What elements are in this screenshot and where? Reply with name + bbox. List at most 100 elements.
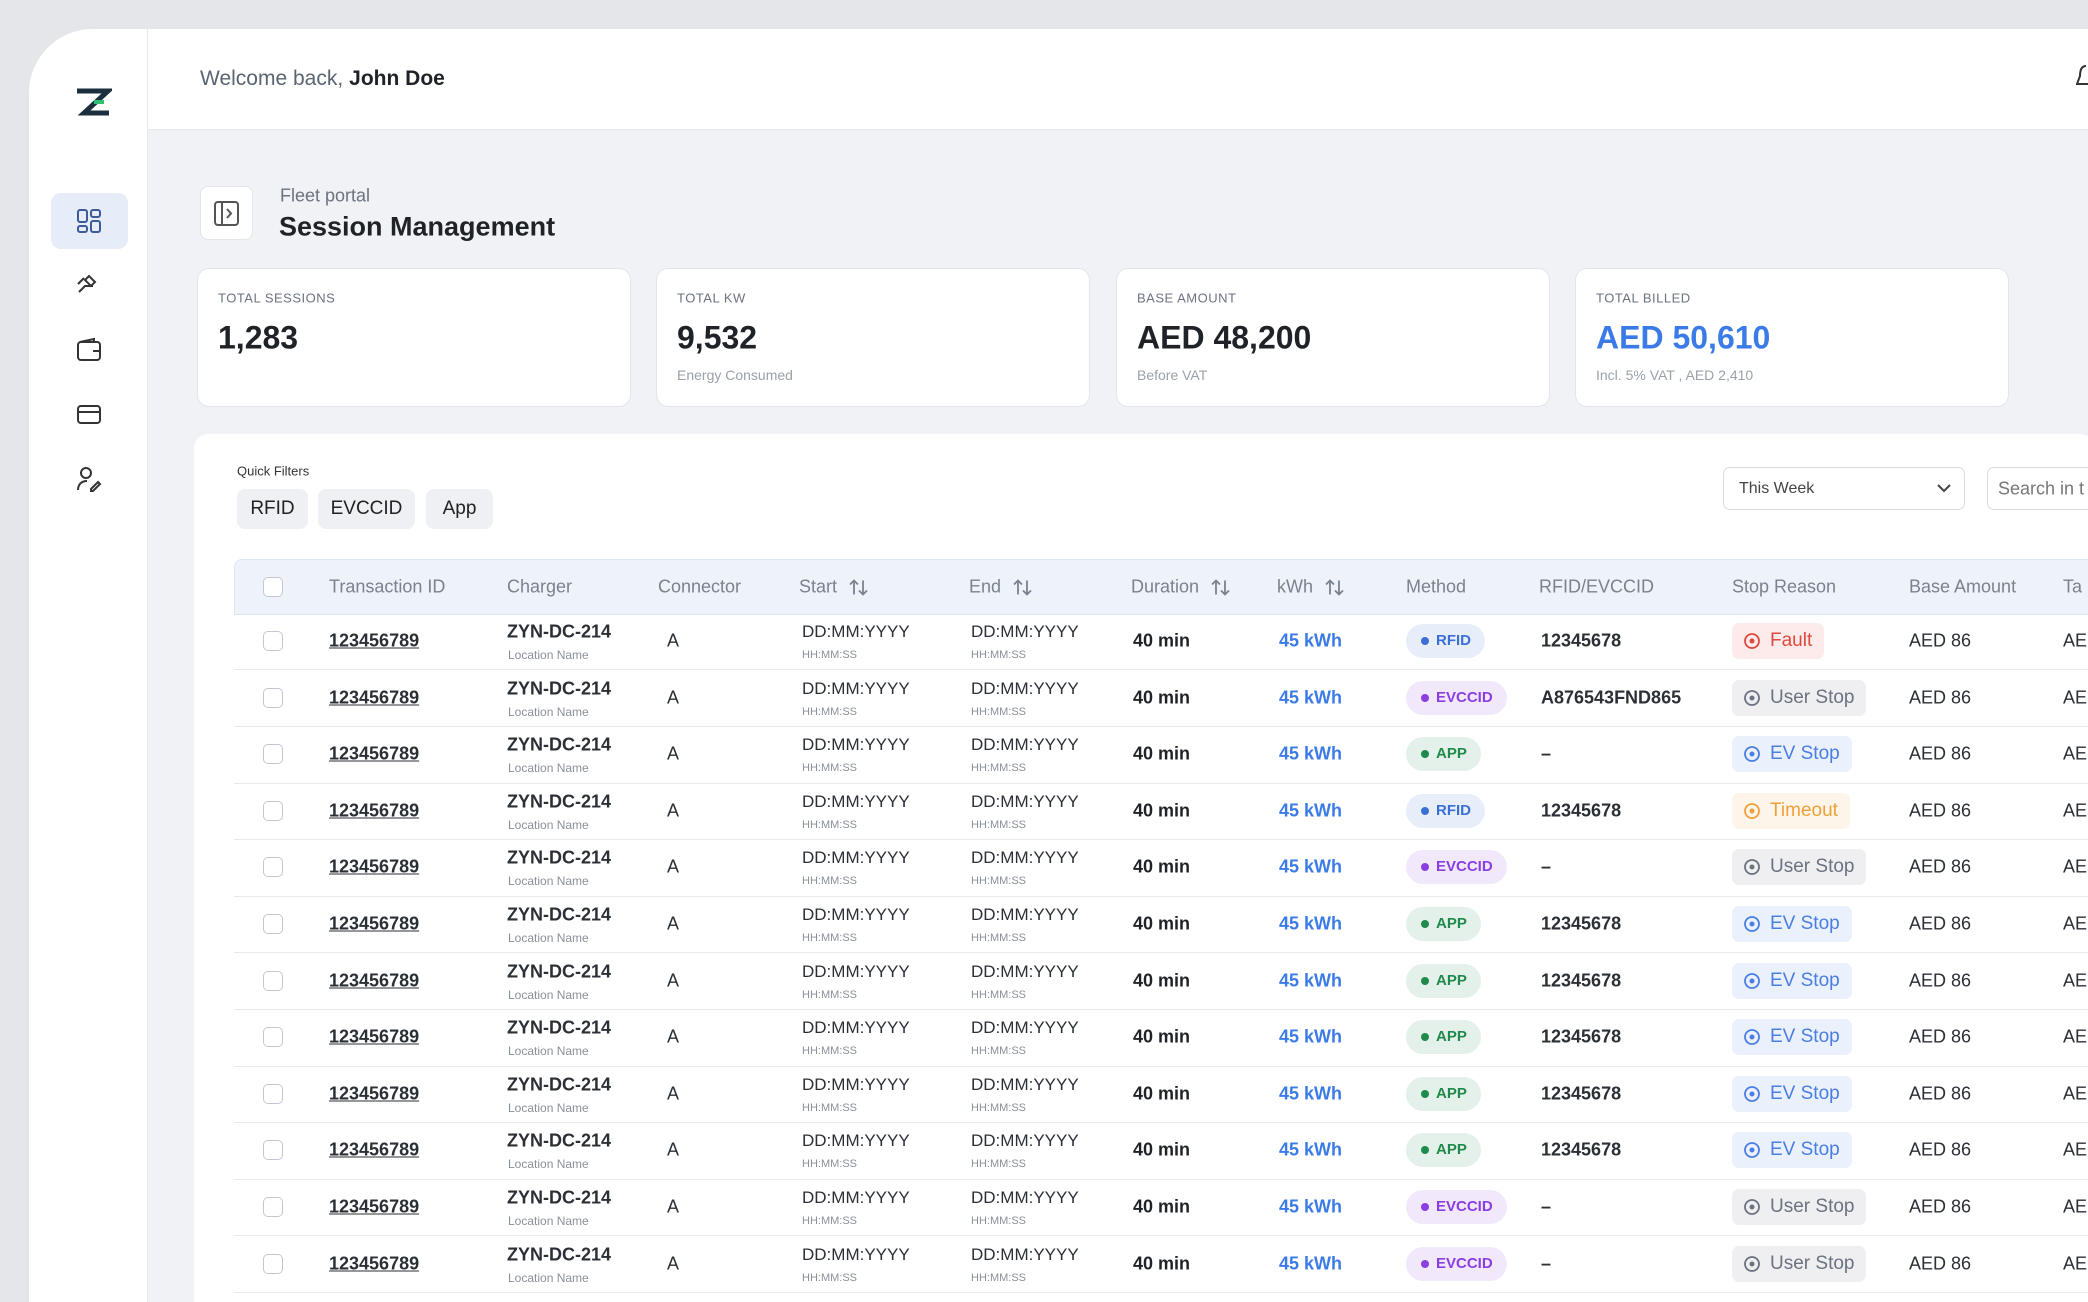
row-checkbox[interactable] xyxy=(263,687,283,708)
base-amount: AED 86 xyxy=(1909,800,1972,821)
energy: 45 kWh xyxy=(1279,970,1343,991)
transaction-id[interactable]: 123456789 xyxy=(329,1253,420,1274)
row-checkbox[interactable] xyxy=(263,857,283,878)
stop-reason-icon xyxy=(1744,1255,1760,1272)
connector: A xyxy=(667,913,680,934)
column-header[interactable]: Start xyxy=(799,577,869,598)
connector: A xyxy=(667,1196,680,1217)
user-name: John Doe xyxy=(349,67,445,90)
end-time: HH:MM:SS xyxy=(971,1101,1026,1114)
start-time: HH:MM:SS xyxy=(802,1158,857,1171)
row-divider xyxy=(234,895,2088,897)
row-divider xyxy=(234,1008,2088,1010)
filter-chip[interactable]: App xyxy=(426,489,493,529)
transaction-id[interactable]: 123456789 xyxy=(329,970,420,991)
filter-chip[interactable]: RFID xyxy=(237,489,308,529)
sort-icon[interactable] xyxy=(1013,579,1033,597)
transaction-id[interactable]: 123456789 xyxy=(329,913,420,934)
stop-reason-icon xyxy=(1744,859,1760,876)
stop-reason-icon xyxy=(1744,689,1760,706)
method-dot xyxy=(1421,1203,1429,1211)
sort-icon[interactable] xyxy=(849,579,869,597)
rfid-evccid: 12345678 xyxy=(1541,1083,1622,1104)
charger: ZYN-DC-214 xyxy=(507,621,612,642)
column-header[interactable]: End xyxy=(969,577,1033,598)
transaction-id[interactable]: 123456789 xyxy=(329,1026,420,1047)
stat-label: BASE AMOUNT xyxy=(1137,290,1237,306)
nav-wallet[interactable] xyxy=(76,337,102,363)
start-time: HH:MM:SS xyxy=(802,705,857,718)
energy: 45 kWh xyxy=(1279,800,1343,821)
base-amount: AED 86 xyxy=(1909,1026,1972,1047)
energy: 45 kWh xyxy=(1279,1139,1343,1160)
tax: AE xyxy=(2063,1139,2088,1160)
method-dot xyxy=(1421,1146,1429,1155)
transaction-id[interactable]: 123456789 xyxy=(329,687,420,708)
header-checkbox[interactable] xyxy=(263,577,283,597)
row-checkbox[interactable] xyxy=(263,1140,283,1161)
row-checkbox[interactable] xyxy=(263,631,283,651)
charger: ZYN-DC-214 xyxy=(507,1017,612,1038)
end-date: DD:MM:YYYY xyxy=(971,1131,1079,1151)
nav-sessions[interactable] xyxy=(76,272,102,298)
row-checkbox[interactable] xyxy=(263,744,283,765)
energy: 45 kWh xyxy=(1279,743,1343,764)
sort-icon[interactable] xyxy=(1211,579,1231,597)
start-date: DD:MM:YYYY xyxy=(802,735,910,755)
row-checkbox[interactable] xyxy=(263,1253,283,1274)
period-select[interactable] xyxy=(1723,467,1965,510)
method-dot xyxy=(1421,637,1429,645)
end-date: DD:MM:YYYY xyxy=(971,848,1079,868)
rfid-evccid: 12345678 xyxy=(1541,800,1622,821)
row-checkbox[interactable] xyxy=(263,800,283,821)
sidebar-toggle[interactable] xyxy=(200,186,253,240)
nav-billing[interactable] xyxy=(76,401,102,427)
method-badge: EVCCID xyxy=(1406,850,1507,885)
stat-note: Before VAT xyxy=(1137,367,1208,383)
method-dot xyxy=(1421,806,1429,815)
sort-icon[interactable] xyxy=(1325,579,1345,597)
filter-chip[interactable]: EVCCID xyxy=(318,489,415,529)
method-dot xyxy=(1421,1089,1429,1098)
row-checkbox[interactable] xyxy=(263,1027,283,1048)
row-checkbox[interactable] xyxy=(263,1197,283,1217)
end-date: DD:MM:YYYY xyxy=(971,1018,1079,1038)
method-dot xyxy=(1421,920,1429,928)
connector: A xyxy=(667,800,680,821)
row-divider xyxy=(234,1178,2088,1180)
start-date: DD:MM:YYYY xyxy=(802,848,910,868)
row-checkbox[interactable] xyxy=(263,1083,283,1104)
end-time: HH:MM:SS xyxy=(971,762,1026,775)
row-divider xyxy=(234,839,2088,841)
stop-reason-badge: User Stop xyxy=(1732,1245,1867,1282)
nav-users[interactable] xyxy=(76,466,102,492)
rfid-evccid: 12345678 xyxy=(1541,1139,1622,1160)
transaction-id[interactable]: 123456789 xyxy=(329,1196,420,1217)
method-badge: EVCCID xyxy=(1406,1190,1507,1224)
transaction-id[interactable]: 123456789 xyxy=(329,800,420,821)
bell-icon[interactable] xyxy=(2076,64,2088,90)
transaction-id[interactable]: 123456789 xyxy=(329,743,420,764)
tax: AE xyxy=(2063,630,2088,651)
stop-reason-icon xyxy=(1744,1029,1760,1046)
row-checkbox[interactable] xyxy=(263,970,283,991)
column-header[interactable]: Duration xyxy=(1131,577,1231,598)
charger: ZYN-DC-214 xyxy=(507,1244,612,1265)
row-checkbox[interactable] xyxy=(263,914,283,934)
stat-label: TOTAL KW xyxy=(677,290,746,306)
transaction-id[interactable]: 123456789 xyxy=(329,630,420,651)
row-divider xyxy=(234,725,2088,727)
search-box[interactable] xyxy=(1987,467,2088,510)
energy: 45 kWh xyxy=(1279,1026,1343,1047)
energy: 45 kWh xyxy=(1279,913,1343,934)
connector: A xyxy=(667,1139,680,1160)
transaction-id[interactable]: 123456789 xyxy=(329,1139,420,1160)
duration: 40 min xyxy=(1133,1026,1191,1047)
end-time: HH:MM:SS xyxy=(971,1045,1026,1058)
transaction-id[interactable]: 123456789 xyxy=(329,1083,420,1104)
method-badge: APP xyxy=(1406,1076,1481,1111)
transaction-id[interactable]: 123456789 xyxy=(329,856,420,877)
end-time: HH:MM:SS xyxy=(971,705,1026,718)
column-header[interactable]: kWh xyxy=(1277,577,1345,598)
nav-dashboard[interactable] xyxy=(76,208,102,234)
